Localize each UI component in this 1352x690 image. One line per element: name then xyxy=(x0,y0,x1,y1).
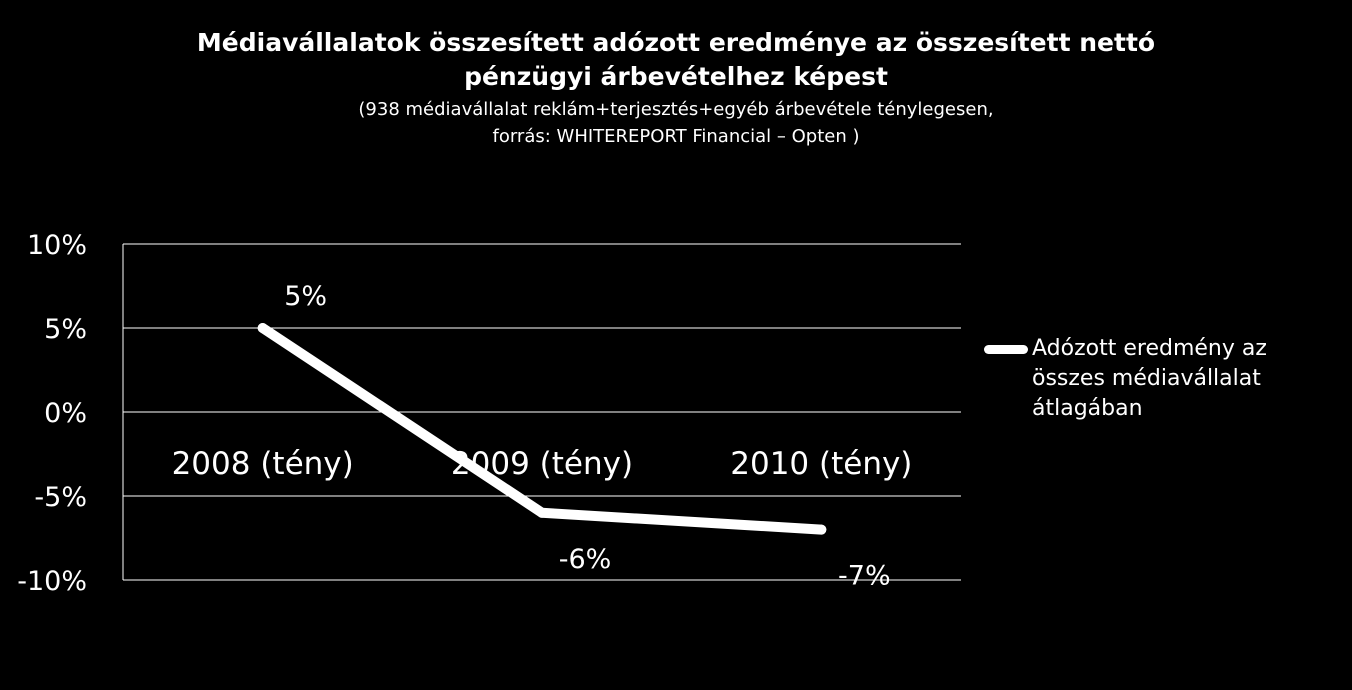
chart-title-line-1: Médiavállalatok összesített adózott ered… xyxy=(196,28,1156,57)
chart-title-line-2: pénzügyi árbevételhez képest xyxy=(464,62,888,91)
data-point xyxy=(816,524,827,535)
y-tick-label: 10% xyxy=(27,230,87,261)
data-label: -6% xyxy=(559,544,612,575)
x-category-label: 2008 (tény) xyxy=(172,446,354,482)
y-tick-label: -10% xyxy=(17,566,87,597)
legend-swatch xyxy=(984,345,1028,354)
y-tick-label: 5% xyxy=(44,314,87,345)
data-point xyxy=(537,507,547,518)
series-line xyxy=(257,323,827,535)
y-tick-label: 0% xyxy=(44,398,87,429)
chart-title: Médiavállalatok összesített adózott ered… xyxy=(0,26,1352,94)
chart-subtitle: (938 médiavállalat reklám+terjesztés+egy… xyxy=(0,96,1352,150)
data-label: -7% xyxy=(838,561,891,592)
chart-legend: Adózott eredmény az összes médiavállalat… xyxy=(984,334,1322,424)
data-point xyxy=(257,323,268,333)
chart-header: Médiavállalatok összesített adózott ered… xyxy=(0,26,1352,150)
legend-label: Adózott eredmény az összes médiavállalat… xyxy=(1032,336,1267,421)
chart-subtitle-line-2: forrás: WHITEREPORT Financial – Opten ) xyxy=(492,126,860,147)
x-category-label: 2010 (tény) xyxy=(730,446,912,482)
y-tick-label: -5% xyxy=(34,482,87,513)
data-label: 5% xyxy=(284,281,327,312)
chart-subtitle-line-1: (938 médiavállalat reklám+terjesztés+egy… xyxy=(358,99,994,120)
